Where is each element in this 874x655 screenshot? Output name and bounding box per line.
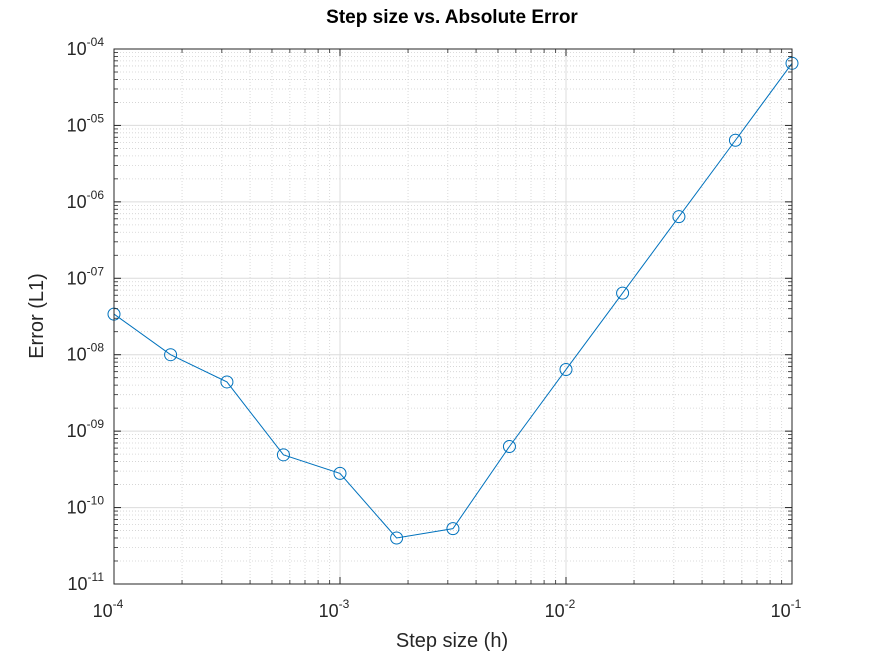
x-tick-label: 10-3 bbox=[319, 597, 350, 621]
y-tick-label: 10-07 bbox=[67, 264, 105, 288]
data-point-marker bbox=[559, 363, 573, 377]
data-point-marker bbox=[502, 439, 516, 453]
y-tick-label: 10-11 bbox=[68, 570, 105, 594]
x-tick-label: 10-4 bbox=[93, 597, 124, 621]
x-axis-label: Step size (h) bbox=[396, 630, 508, 652]
chart-title: Step size vs. Absolute Error bbox=[326, 7, 578, 28]
y-axis-label: Error (L1) bbox=[26, 273, 48, 359]
y-tick-label: 10-10 bbox=[67, 494, 105, 518]
data-point-marker bbox=[446, 522, 460, 536]
y-tick-labels: 10-11 10-10 10-09 10-08 10-07 10-06 10-05 10-04 bbox=[67, 35, 105, 594]
y-tick-label: 10-09 bbox=[67, 417, 105, 441]
plot-area-background bbox=[114, 49, 792, 584]
x-tick-labels: 10-4 10-3 10-2 10-1 bbox=[93, 597, 802, 621]
data-point-marker bbox=[672, 210, 686, 224]
data-point-marker bbox=[728, 133, 742, 147]
x-tick-label: 10-2 bbox=[545, 597, 576, 621]
tick-marks bbox=[113, 48, 793, 585]
plot-area-frame bbox=[113, 48, 793, 585]
data-point-marker bbox=[276, 448, 290, 462]
y-tick-label: 10-06 bbox=[67, 188, 105, 212]
data-point-marker bbox=[333, 466, 347, 480]
y-tick-label: 10-04 bbox=[67, 35, 105, 59]
data-point-marker bbox=[616, 286, 630, 300]
data-point-marker bbox=[390, 531, 404, 545]
y-tick-label: 10-08 bbox=[67, 341, 105, 365]
data-point-marker bbox=[220, 375, 234, 389]
series-layer bbox=[107, 56, 799, 545]
minor-grid bbox=[114, 49, 792, 584]
x-tick-label: 10-1 bbox=[771, 597, 802, 621]
series-line bbox=[113, 63, 793, 539]
data-point-marker bbox=[164, 348, 178, 362]
y-tick-label: 10-05 bbox=[67, 111, 105, 135]
